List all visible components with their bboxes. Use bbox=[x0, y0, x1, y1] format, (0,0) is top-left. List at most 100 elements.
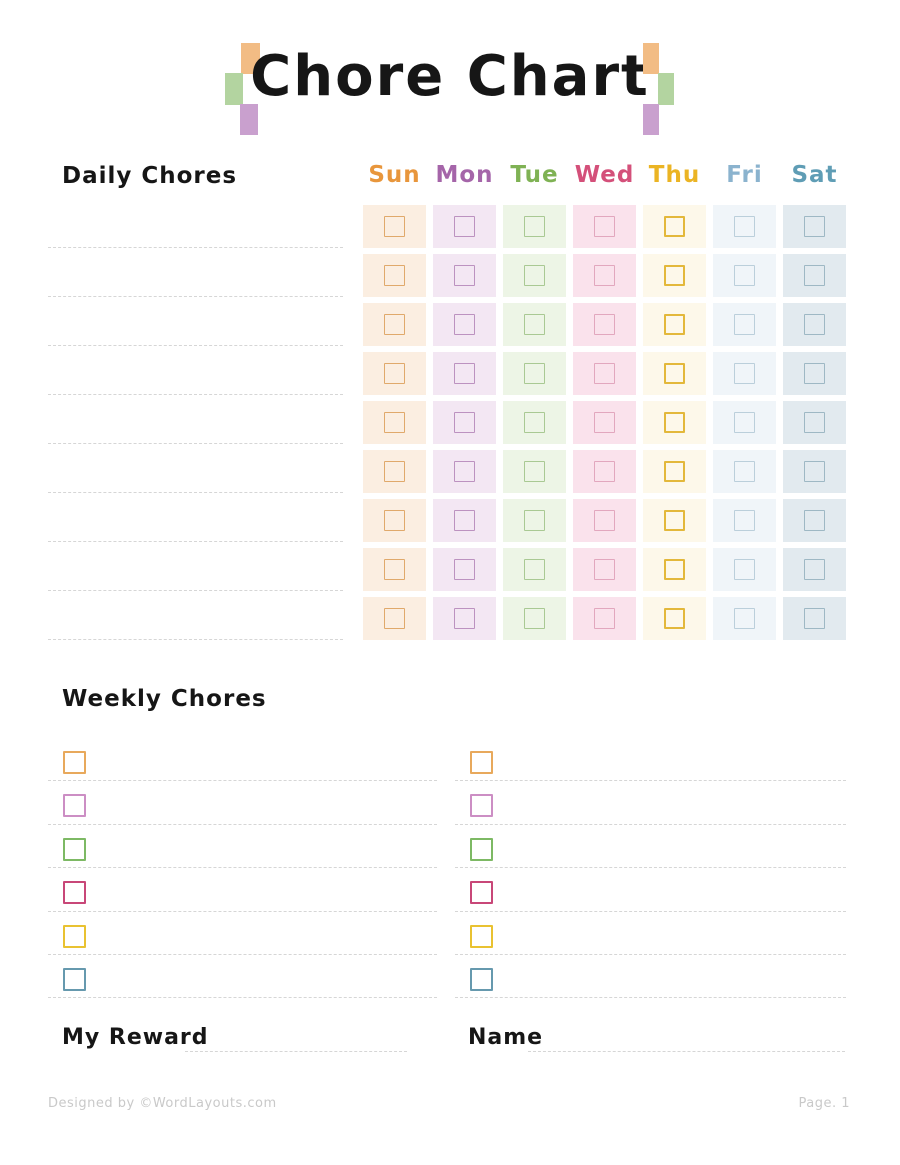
daily-cell-wed-row1[interactable] bbox=[573, 205, 636, 248]
daily-checkbox-sun-row8[interactable] bbox=[384, 559, 405, 580]
daily-checkbox-thu-row3[interactable] bbox=[664, 314, 685, 335]
daily-checkbox-thu-row8[interactable] bbox=[664, 559, 685, 580]
daily-checkbox-wed-row4[interactable] bbox=[594, 363, 615, 384]
daily-checkbox-wed-row5[interactable] bbox=[594, 412, 615, 433]
daily-checkbox-sat-row4[interactable] bbox=[804, 363, 825, 384]
daily-checkbox-sat-row1[interactable] bbox=[804, 216, 825, 237]
daily-checkbox-wed-row1[interactable] bbox=[594, 216, 615, 237]
daily-cell-wed-row4[interactable] bbox=[573, 352, 636, 395]
daily-cell-wed-row6[interactable] bbox=[573, 450, 636, 493]
daily-cell-tue-row4[interactable] bbox=[503, 352, 566, 395]
daily-cell-fri-row9[interactable] bbox=[713, 597, 776, 640]
daily-checkbox-mon-row6[interactable] bbox=[454, 461, 475, 482]
daily-cell-tue-row2[interactable] bbox=[503, 254, 566, 297]
daily-cell-tue-row3[interactable] bbox=[503, 303, 566, 346]
daily-checkbox-mon-row7[interactable] bbox=[454, 510, 475, 531]
weekly-checkbox-right-6[interactable] bbox=[470, 967, 493, 991]
daily-checkbox-fri-row8[interactable] bbox=[734, 559, 755, 580]
daily-checkbox-thu-row6[interactable] bbox=[664, 461, 685, 482]
daily-checkbox-wed-row7[interactable] bbox=[594, 510, 615, 531]
daily-cell-sun-row9[interactable] bbox=[363, 597, 426, 640]
daily-checkbox-thu-row2[interactable] bbox=[664, 265, 685, 286]
daily-cell-fri-row6[interactable] bbox=[713, 450, 776, 493]
daily-cell-wed-row8[interactable] bbox=[573, 548, 636, 591]
daily-cell-sat-row9[interactable] bbox=[783, 597, 846, 640]
daily-checkbox-sat-row8[interactable] bbox=[804, 559, 825, 580]
daily-checkbox-mon-row9[interactable] bbox=[454, 608, 475, 629]
daily-cell-sun-row3[interactable] bbox=[363, 303, 426, 346]
daily-checkbox-mon-row2[interactable] bbox=[454, 265, 475, 286]
weekly-checkbox-right-3[interactable] bbox=[470, 837, 493, 861]
daily-checkbox-tue-row2[interactable] bbox=[524, 265, 545, 286]
daily-cell-fri-row3[interactable] bbox=[713, 303, 776, 346]
daily-cell-mon-row7[interactable] bbox=[433, 499, 496, 542]
daily-checkbox-fri-row7[interactable] bbox=[734, 510, 755, 531]
daily-cell-thu-row6[interactable] bbox=[643, 450, 706, 493]
daily-checkbox-wed-row9[interactable] bbox=[594, 608, 615, 629]
daily-checkbox-tue-row9[interactable] bbox=[524, 608, 545, 629]
daily-cell-sat-row6[interactable] bbox=[783, 450, 846, 493]
daily-cell-fri-row8[interactable] bbox=[713, 548, 776, 591]
daily-cell-wed-row5[interactable] bbox=[573, 401, 636, 444]
daily-checkbox-wed-row6[interactable] bbox=[594, 461, 615, 482]
daily-checkbox-sat-row3[interactable] bbox=[804, 314, 825, 335]
daily-cell-sat-row7[interactable] bbox=[783, 499, 846, 542]
daily-cell-mon-row6[interactable] bbox=[433, 450, 496, 493]
daily-checkbox-sun-row9[interactable] bbox=[384, 608, 405, 629]
daily-cell-wed-row2[interactable] bbox=[573, 254, 636, 297]
daily-checkbox-sat-row9[interactable] bbox=[804, 608, 825, 629]
daily-checkbox-mon-row3[interactable] bbox=[454, 314, 475, 335]
daily-checkbox-tue-row4[interactable] bbox=[524, 363, 545, 384]
daily-cell-mon-row8[interactable] bbox=[433, 548, 496, 591]
daily-checkbox-sat-row2[interactable] bbox=[804, 265, 825, 286]
daily-checkbox-tue-row1[interactable] bbox=[524, 216, 545, 237]
daily-cell-sun-row1[interactable] bbox=[363, 205, 426, 248]
daily-cell-sun-row2[interactable] bbox=[363, 254, 426, 297]
daily-checkbox-wed-row2[interactable] bbox=[594, 265, 615, 286]
daily-checkbox-fri-row4[interactable] bbox=[734, 363, 755, 384]
daily-checkbox-sun-row6[interactable] bbox=[384, 461, 405, 482]
daily-cell-tue-row5[interactable] bbox=[503, 401, 566, 444]
daily-checkbox-thu-row4[interactable] bbox=[664, 363, 685, 384]
daily-cell-sat-row2[interactable] bbox=[783, 254, 846, 297]
daily-checkbox-sun-row2[interactable] bbox=[384, 265, 405, 286]
daily-cell-sun-row4[interactable] bbox=[363, 352, 426, 395]
daily-cell-mon-row5[interactable] bbox=[433, 401, 496, 444]
daily-cell-sat-row3[interactable] bbox=[783, 303, 846, 346]
daily-checkbox-thu-row7[interactable] bbox=[664, 510, 685, 531]
daily-checkbox-fri-row1[interactable] bbox=[734, 216, 755, 237]
daily-cell-thu-row7[interactable] bbox=[643, 499, 706, 542]
daily-checkbox-thu-row5[interactable] bbox=[664, 412, 685, 433]
daily-checkbox-sun-row1[interactable] bbox=[384, 216, 405, 237]
daily-cell-thu-row8[interactable] bbox=[643, 548, 706, 591]
weekly-checkbox-right-1[interactable] bbox=[470, 751, 493, 774]
weekly-checkbox-left-1[interactable] bbox=[63, 751, 86, 774]
daily-checkbox-sun-row4[interactable] bbox=[384, 363, 405, 384]
daily-cell-fri-row2[interactable] bbox=[713, 254, 776, 297]
daily-checkbox-wed-row3[interactable] bbox=[594, 314, 615, 335]
daily-checkbox-tue-row5[interactable] bbox=[524, 412, 545, 433]
daily-cell-thu-row9[interactable] bbox=[643, 597, 706, 640]
daily-checkbox-fri-row6[interactable] bbox=[734, 461, 755, 482]
daily-cell-tue-row1[interactable] bbox=[503, 205, 566, 248]
daily-cell-thu-row4[interactable] bbox=[643, 352, 706, 395]
daily-cell-sun-row5[interactable] bbox=[363, 401, 426, 444]
weekly-checkbox-left-4[interactable] bbox=[63, 881, 86, 905]
daily-cell-fri-row5[interactable] bbox=[713, 401, 776, 444]
daily-cell-sun-row6[interactable] bbox=[363, 450, 426, 493]
daily-checkbox-sat-row5[interactable] bbox=[804, 412, 825, 433]
daily-checkbox-thu-row1[interactable] bbox=[664, 216, 685, 237]
weekly-checkbox-left-3[interactable] bbox=[63, 837, 86, 861]
daily-cell-sun-row8[interactable] bbox=[363, 548, 426, 591]
daily-checkbox-fri-row3[interactable] bbox=[734, 314, 755, 335]
daily-cell-fri-row4[interactable] bbox=[713, 352, 776, 395]
daily-cell-tue-row8[interactable] bbox=[503, 548, 566, 591]
daily-checkbox-mon-row5[interactable] bbox=[454, 412, 475, 433]
daily-cell-mon-row1[interactable] bbox=[433, 205, 496, 248]
daily-cell-tue-row9[interactable] bbox=[503, 597, 566, 640]
daily-checkbox-fri-row5[interactable] bbox=[734, 412, 755, 433]
daily-cell-fri-row1[interactable] bbox=[713, 205, 776, 248]
daily-cell-wed-row7[interactable] bbox=[573, 499, 636, 542]
daily-checkbox-fri-row2[interactable] bbox=[734, 265, 755, 286]
weekly-checkbox-left-2[interactable] bbox=[63, 794, 86, 818]
